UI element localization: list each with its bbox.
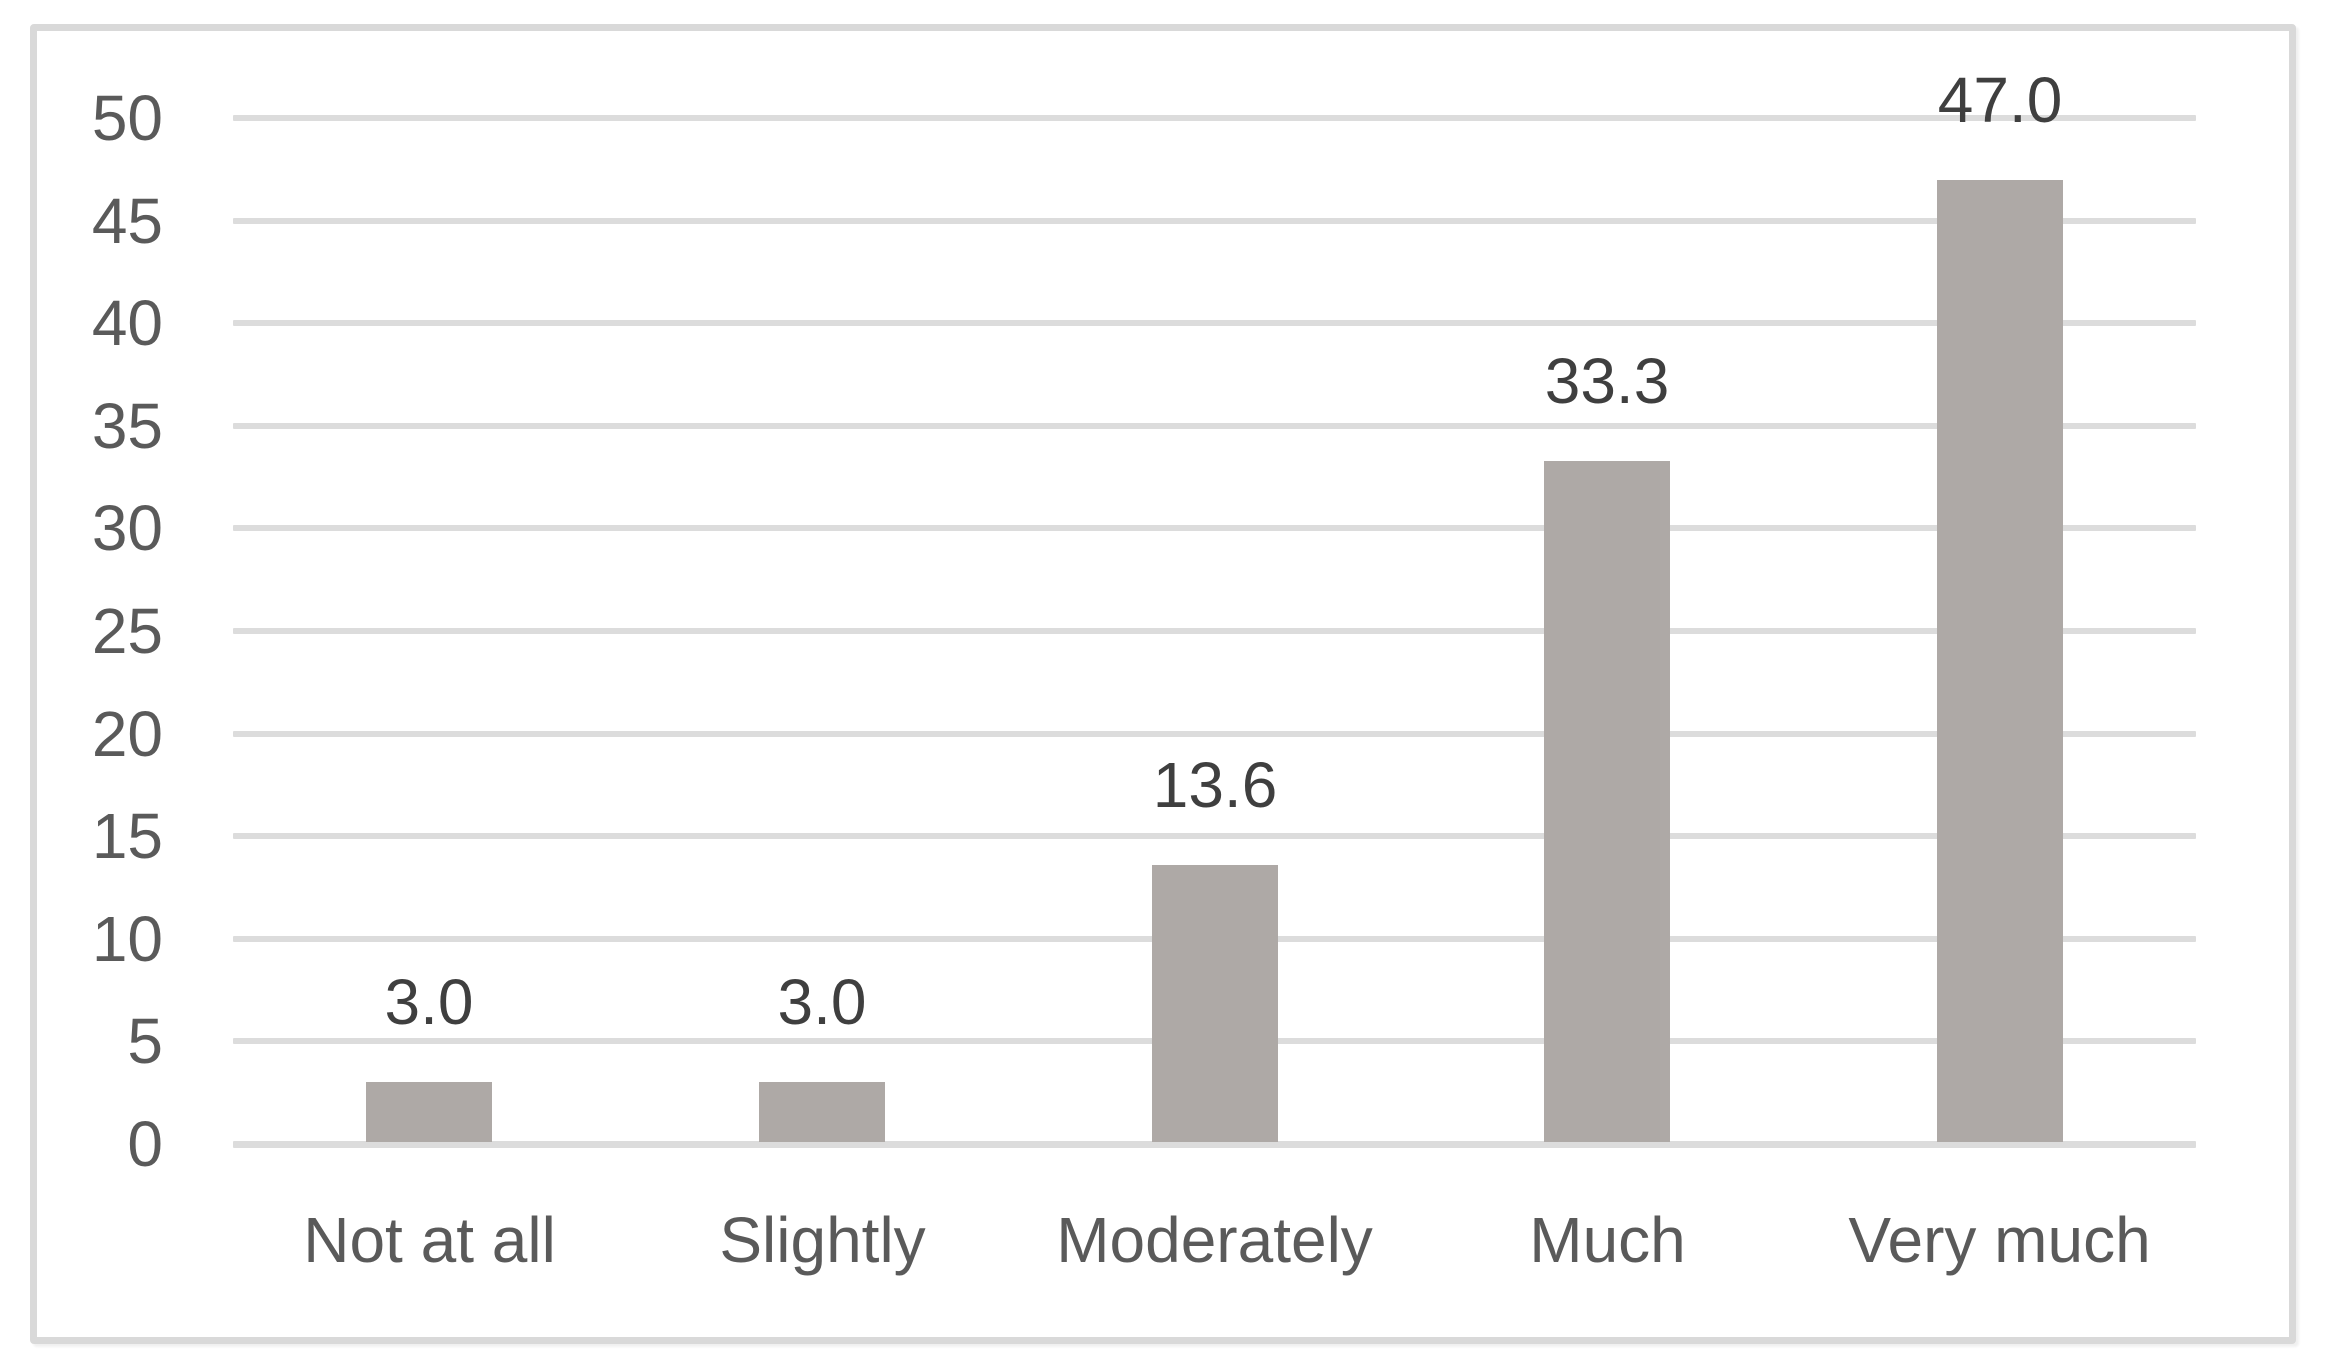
- gridline-35: [233, 423, 2196, 429]
- bar-much: [1544, 461, 1670, 1142]
- gridline-50: [233, 115, 2196, 121]
- y-axis-tick-label-10: 10: [91, 903, 163, 975]
- y-axis-tick-label-25: 25: [91, 595, 163, 667]
- data-label-moderately: 13.6: [1152, 749, 1278, 821]
- y-axis-tick-label-15: 15: [91, 800, 163, 872]
- x-axis-category-label-slightly: Slightly: [719, 1204, 926, 1276]
- x-axis-category-label-very-much: Very much: [1848, 1204, 2151, 1276]
- gridline-20: [233, 731, 2196, 737]
- x-axis-category-label-moderately: Moderately: [1056, 1204, 1373, 1276]
- gridline-0: [233, 1141, 2196, 1148]
- bar-moderately: [1152, 865, 1278, 1142]
- x-axis-category-label-much: Much: [1529, 1204, 1686, 1276]
- x-axis-category-label-not-at-all: Not at all: [303, 1204, 556, 1276]
- y-axis-tick-label-20: 20: [91, 698, 163, 770]
- data-label-not-at-all: 3.0: [384, 966, 474, 1038]
- bar-slightly: [759, 1082, 885, 1142]
- gridline-40: [233, 320, 2196, 326]
- y-axis-tick-label-0: 0: [127, 1108, 163, 1180]
- bar-very-much: [1937, 180, 2063, 1142]
- gridline-25: [233, 628, 2196, 634]
- y-axis-tick-label-45: 45: [91, 185, 163, 257]
- gridline-30: [233, 525, 2196, 531]
- y-axis-tick-label-40: 40: [91, 287, 163, 359]
- data-label-slightly: 3.0: [777, 966, 867, 1038]
- gridline-15: [233, 833, 2196, 839]
- gridline-45: [233, 218, 2196, 224]
- y-axis-tick-label-35: 35: [91, 390, 163, 462]
- data-label-much: 33.3: [1544, 345, 1670, 417]
- bar-not-at-all: [366, 1082, 492, 1142]
- y-axis-tick-label-5: 5: [127, 1005, 163, 1077]
- y-axis-tick-label-30: 30: [91, 492, 163, 564]
- y-axis-tick-label-50: 50: [91, 82, 163, 154]
- data-label-very-much: 47.0: [1937, 64, 2063, 136]
